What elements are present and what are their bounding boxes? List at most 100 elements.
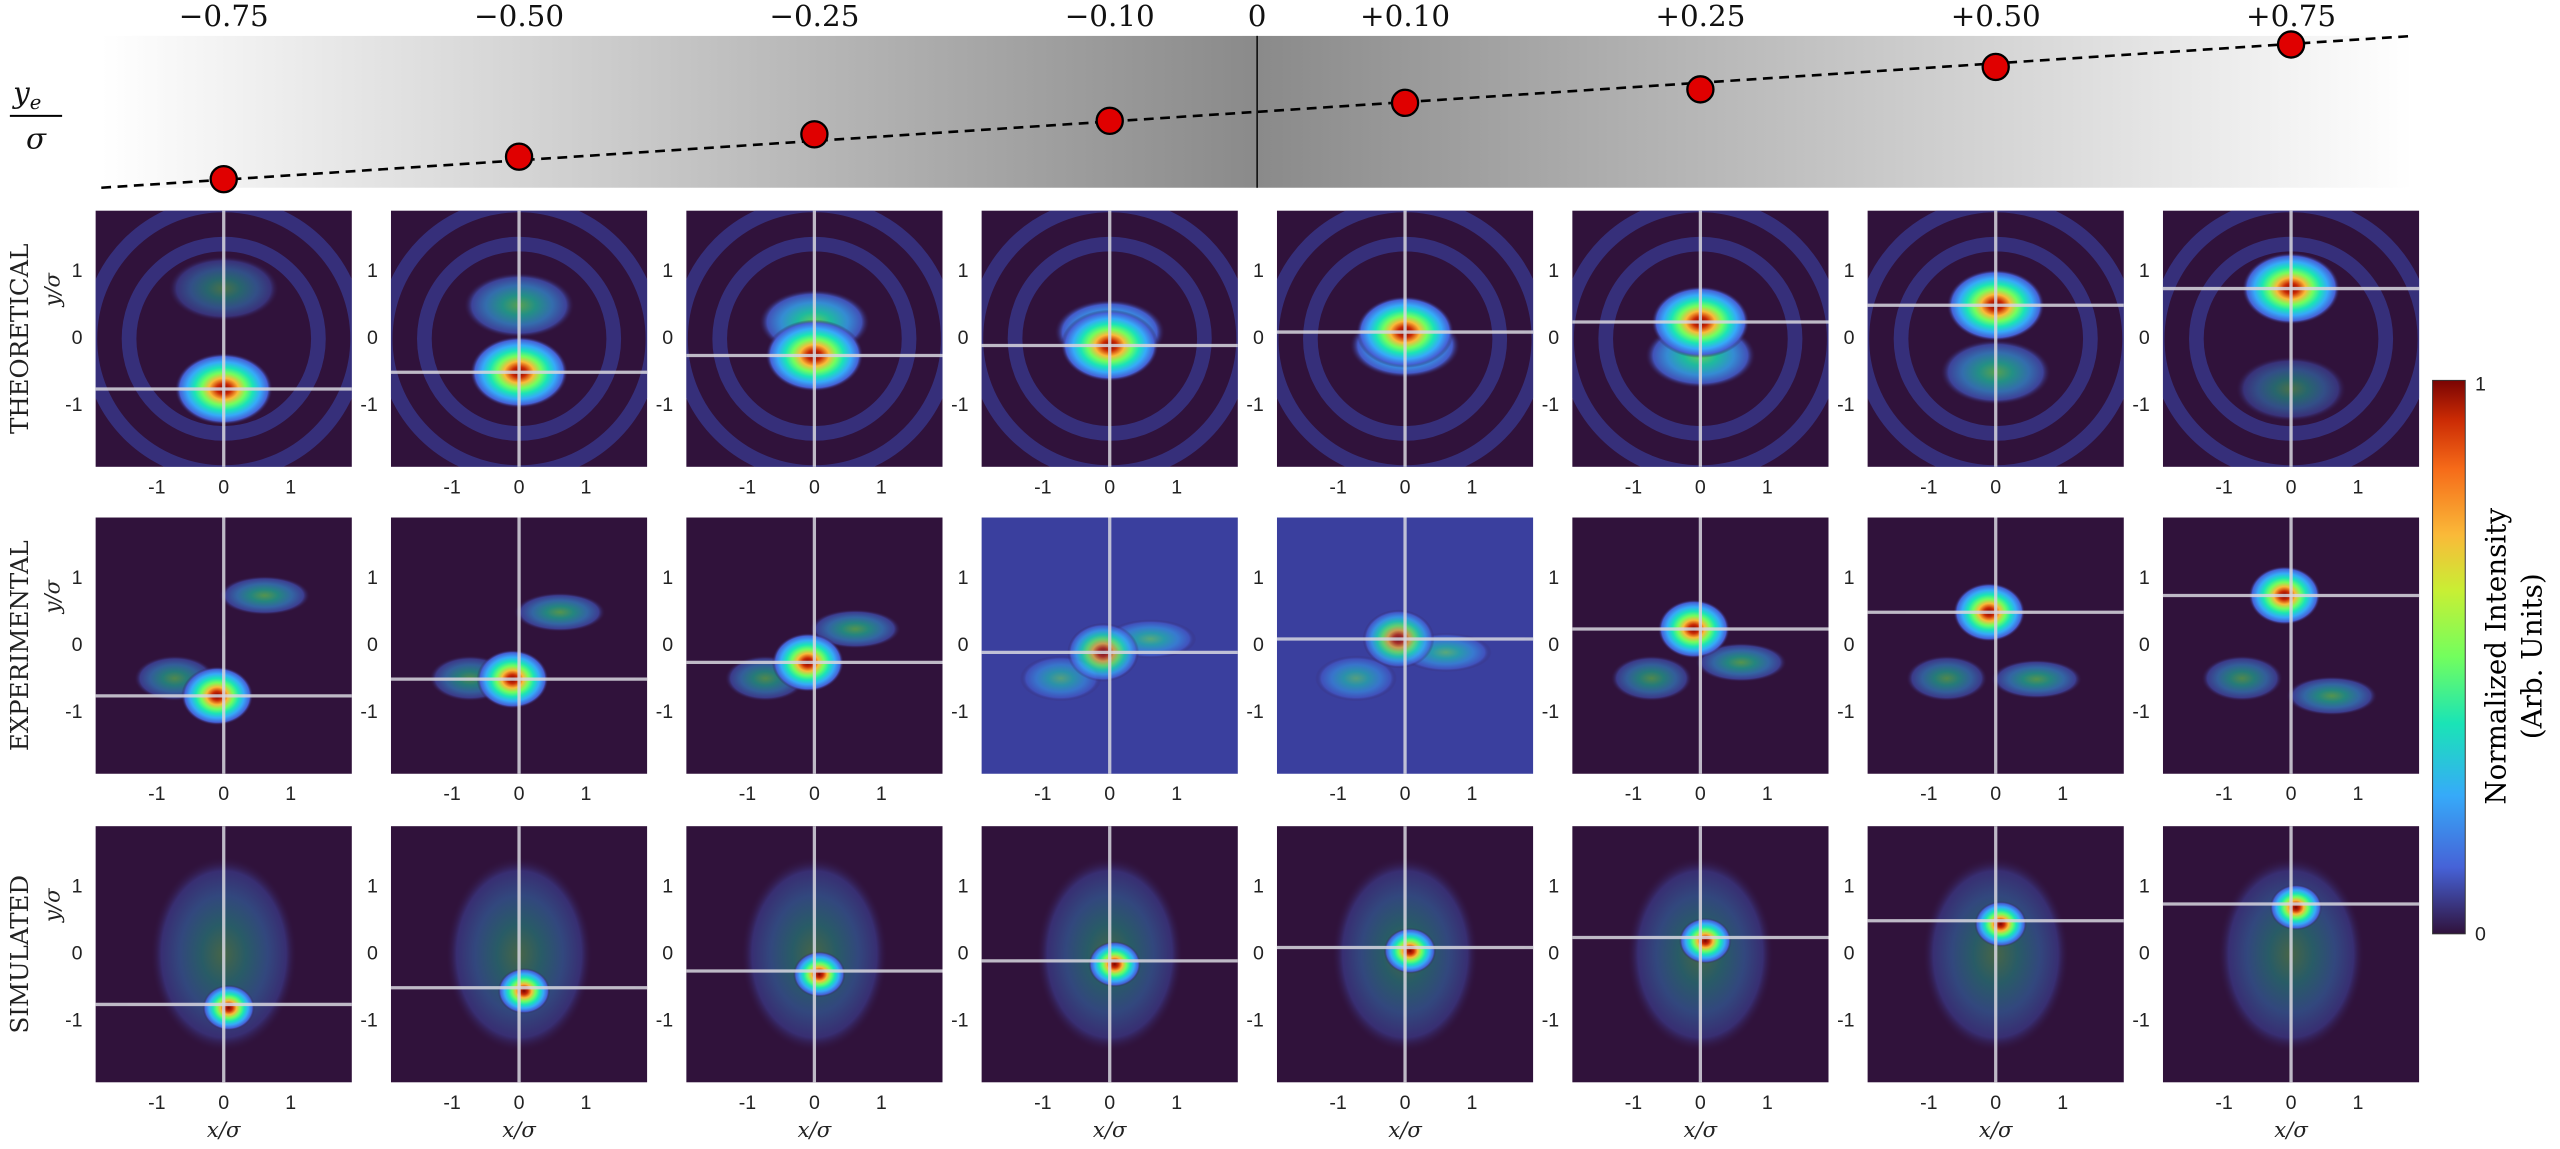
x-tick-label: -1	[1329, 783, 1346, 805]
panel	[981, 517, 1238, 774]
x-tick-label: -1	[739, 1092, 756, 1114]
top-tick-label: −0.75	[179, 0, 269, 33]
y-tick-label: -1	[951, 394, 968, 416]
y-tick-label: 1	[2139, 567, 2150, 589]
panel	[686, 517, 943, 774]
y-tick-label: 1	[72, 875, 83, 897]
panel	[1867, 210, 2124, 467]
x-tick-label: -1	[1920, 1092, 1937, 1114]
x-tick-label: -1	[148, 1092, 165, 1114]
x-tick-label: 0	[1990, 1092, 2001, 1114]
x-axis-label: x/σ	[1684, 1118, 1718, 1143]
top-tick-label: +0.75	[2246, 0, 2336, 33]
speckle	[809, 609, 901, 649]
y-tick-label: 1	[367, 875, 378, 897]
y-tick-label: -1	[1246, 701, 1263, 723]
x-tick-label: 1	[581, 476, 592, 498]
y-tick-label: -1	[65, 701, 82, 723]
x-tick-label: -1	[739, 783, 756, 805]
marker	[1095, 106, 1124, 136]
top-tick-label: −0.10	[1065, 0, 1155, 33]
y-tick-label: 1	[1253, 260, 1264, 282]
x-tick-label: 1	[581, 1092, 592, 1114]
row-label: THEORETICAL	[5, 244, 34, 434]
y-tick-label: 1	[958, 567, 969, 589]
y-tick-label: 0	[367, 942, 378, 964]
x-axis-label: x/σ	[1979, 1118, 2013, 1143]
panel	[1276, 210, 1534, 467]
x-tick-label: 1	[2057, 476, 2068, 498]
main-lobe	[2269, 884, 2323, 931]
x-tick-label: -1	[1625, 783, 1642, 805]
x-tick-label: -1	[2215, 783, 2232, 805]
top-tick-label: +0.50	[1951, 0, 2041, 33]
marker	[800, 120, 829, 149]
main-lobe	[497, 968, 551, 1014]
speckle	[1905, 655, 1988, 702]
x-tick-label: -1	[1329, 476, 1346, 498]
x-tick-label: 1	[876, 1092, 887, 1114]
x-tick-label: 1	[2353, 783, 2364, 805]
x-axis-label: x/σ	[207, 1118, 241, 1143]
y-tick-label: 0	[72, 327, 83, 349]
panel	[95, 826, 352, 1083]
x-tick-label: 1	[876, 783, 887, 805]
panel	[686, 210, 943, 467]
y-tick-label: 1	[1253, 567, 1264, 589]
x-tick-label: -1	[1034, 783, 1051, 805]
y-tick-label: 1	[1548, 875, 1559, 897]
panel	[1867, 826, 2124, 1083]
y-tick-label: 1	[2139, 875, 2150, 897]
panel	[2162, 517, 2420, 774]
y-tick-label: -1	[1542, 394, 1559, 416]
subscript: e	[30, 90, 42, 113]
y-tick-label: 0	[367, 327, 378, 349]
x-tick-label: 0	[1400, 1092, 1411, 1114]
y-tick-label: -1	[951, 701, 968, 723]
x-tick-label: -1	[1034, 476, 1051, 498]
marker	[2276, 30, 2306, 59]
y-tick-label: 0	[958, 634, 969, 656]
y-tick-label: 0	[1548, 327, 1559, 349]
y-tick-label: -1	[1837, 701, 1854, 723]
y-tick-label: 1	[662, 875, 673, 897]
x-tick-label: 0	[809, 476, 820, 498]
top-tick-label: −0.25	[769, 0, 859, 33]
y-tick-label: -1	[656, 394, 673, 416]
x-tick-label: 0	[1990, 783, 2001, 805]
y-tick-label: -1	[2132, 701, 2149, 723]
y-tick-label: -1	[1246, 394, 1263, 416]
trend-line	[101, 34, 2414, 190]
x-tick-label: -1	[1920, 476, 1937, 498]
top-tick-label: −0.50	[474, 0, 564, 33]
colorbar-label: Normalized Intensity	[2479, 508, 2512, 805]
x-tick-label: 1	[1762, 783, 1773, 805]
x-tick-label: -1	[148, 783, 165, 805]
y-tick-label: 0	[1253, 942, 1264, 964]
x-tick-label: 1	[2353, 476, 2364, 498]
y-tick-label: 0	[662, 942, 673, 964]
marker	[1390, 88, 1420, 118]
panel	[1572, 517, 1829, 774]
x-tick-label: 0	[809, 783, 820, 805]
x-tick-label: -1	[739, 476, 756, 498]
y-tick-label: 0	[72, 634, 83, 656]
y-tick-label: -1	[360, 701, 377, 723]
y-tick-label: 1	[1548, 567, 1559, 589]
x-tick-label: 0	[514, 1092, 525, 1114]
x-tick-label: 1	[2353, 1092, 2364, 1114]
y-tick-label: 1	[367, 567, 378, 589]
panel	[95, 210, 352, 467]
y-tick-label: 0	[1844, 634, 1855, 656]
fraction-numerator: ye	[11, 76, 41, 114]
speckle	[1695, 642, 1787, 683]
x-tick-label: 1	[285, 476, 296, 498]
x-tick-label: 0	[1104, 476, 1115, 498]
y-tick-label: -1	[360, 1009, 377, 1031]
colorbar-max: 1	[2475, 373, 2486, 395]
y-axis-label: y/σ	[40, 272, 65, 307]
marker	[1686, 75, 1715, 104]
x-tick-label: 1	[1171, 476, 1182, 498]
x-tick-label: 1	[1467, 783, 1478, 805]
